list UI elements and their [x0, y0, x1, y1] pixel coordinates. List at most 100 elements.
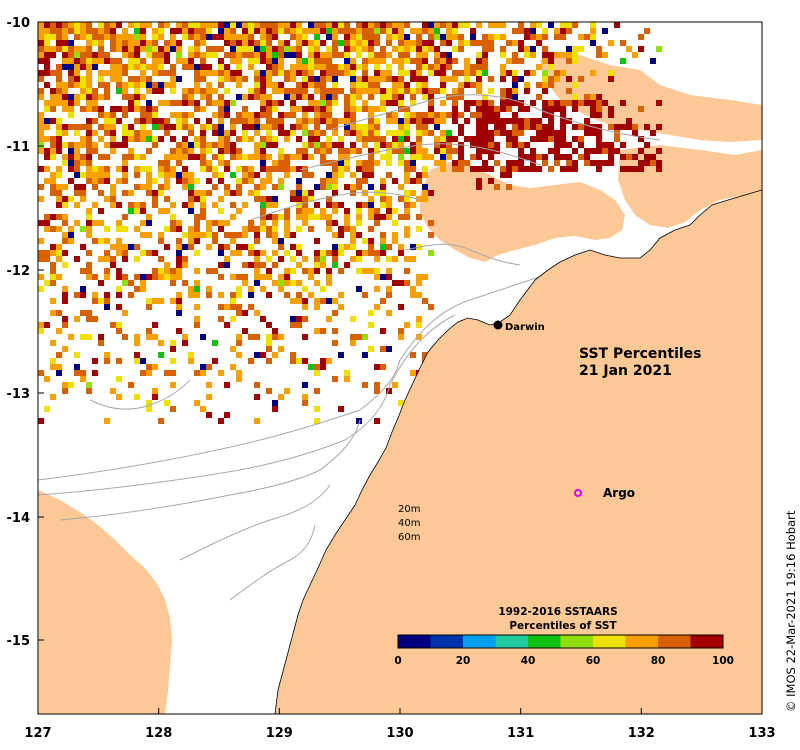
- sst-cell: [188, 148, 194, 154]
- sst-cell: [194, 142, 200, 148]
- sst-cell: [314, 34, 320, 40]
- sst-cell: [392, 46, 398, 52]
- sst-cell: [302, 394, 308, 400]
- sst-cell: [428, 154, 434, 160]
- sst-cell: [470, 70, 476, 76]
- sst-cell: [44, 106, 50, 112]
- sst-cell: [188, 100, 194, 106]
- sst-cell: [266, 130, 272, 136]
- sst-cell: [308, 154, 314, 160]
- sst-cell: [296, 118, 302, 124]
- sst-cell: [122, 214, 128, 220]
- sst-cell: [260, 262, 266, 268]
- sst-cell: [344, 226, 350, 232]
- sst-cell: [86, 28, 92, 34]
- sst-cell: [464, 100, 470, 106]
- sst-cell: [470, 166, 476, 172]
- sst-cell: [350, 40, 356, 46]
- sst-cell: [380, 70, 386, 76]
- sst-cell: [458, 40, 464, 46]
- sst-cell: [368, 76, 374, 82]
- sst-cell: [44, 322, 50, 328]
- sst-cell: [548, 58, 554, 64]
- sst-cell: [170, 382, 176, 388]
- sst-cell: [266, 268, 272, 274]
- sst-cell: [140, 136, 146, 142]
- sst-cell: [146, 328, 152, 334]
- sst-cell: [326, 52, 332, 58]
- sst-cell: [446, 64, 452, 70]
- sst-cell: [656, 166, 662, 172]
- sst-cell: [512, 76, 518, 82]
- sst-cell: [320, 286, 326, 292]
- sst-cell: [344, 112, 350, 118]
- sst-cell: [122, 40, 128, 46]
- sst-cell: [242, 154, 248, 160]
- sst-cell: [194, 28, 200, 34]
- sst-cell: [308, 64, 314, 70]
- sst-cell: [302, 400, 308, 406]
- sst-cell: [404, 70, 410, 76]
- sst-cell: [548, 148, 554, 154]
- sst-cell: [38, 34, 44, 40]
- sst-cell: [188, 292, 194, 298]
- sst-cell: [266, 388, 272, 394]
- sst-cell: [86, 274, 92, 280]
- sst-cell: [188, 46, 194, 52]
- sst-cell: [530, 154, 536, 160]
- sst-cell: [296, 262, 302, 268]
- sst-cell: [536, 82, 542, 88]
- sst-cell: [488, 46, 494, 52]
- sst-cell: [266, 334, 272, 340]
- sst-cell: [62, 124, 68, 130]
- sst-cell: [320, 100, 326, 106]
- sst-cell: [374, 208, 380, 214]
- sst-cell: [422, 148, 428, 154]
- sst-cell: [266, 64, 272, 70]
- sst-cell: [56, 148, 62, 154]
- sst-cell: [284, 154, 290, 160]
- sst-cell: [368, 136, 374, 142]
- sst-cell: [272, 64, 278, 70]
- sst-cell: [176, 262, 182, 268]
- sst-cell: [266, 232, 272, 238]
- sst-cell: [482, 166, 488, 172]
- sst-cell: [356, 64, 362, 70]
- sst-cell: [86, 70, 92, 76]
- sst-cell: [386, 292, 392, 298]
- sst-cell: [56, 88, 62, 94]
- sst-cell: [56, 244, 62, 250]
- sst-cell: [50, 46, 56, 52]
- sst-cell: [302, 64, 308, 70]
- sst-cell: [368, 244, 374, 250]
- sst-cell: [74, 154, 80, 160]
- sst-cell: [356, 52, 362, 58]
- sst-cell: [536, 118, 542, 124]
- sst-cell: [404, 208, 410, 214]
- sst-cell: [314, 112, 320, 118]
- sst-cell: [434, 34, 440, 40]
- sst-cell: [476, 52, 482, 58]
- sst-cell: [224, 304, 230, 310]
- sst-cell: [542, 28, 548, 34]
- sst-cell: [320, 28, 326, 34]
- sst-cell: [416, 46, 422, 52]
- sst-cell: [146, 130, 152, 136]
- sst-cell: [98, 340, 104, 346]
- sst-cell: [374, 142, 380, 148]
- sst-cell: [80, 154, 86, 160]
- sst-cell: [254, 232, 260, 238]
- sst-cell: [284, 70, 290, 76]
- sst-cell: [476, 58, 482, 64]
- sst-cell: [416, 280, 422, 286]
- sst-cell: [176, 28, 182, 34]
- sst-cell: [164, 100, 170, 106]
- sst-cell: [446, 34, 452, 40]
- sst-cell: [266, 202, 272, 208]
- sst-cell: [272, 214, 278, 220]
- sst-cell: [566, 160, 572, 166]
- sst-cell: [254, 274, 260, 280]
- sst-cell: [62, 316, 68, 322]
- sst-cell: [74, 352, 80, 358]
- sst-cell: [362, 142, 368, 148]
